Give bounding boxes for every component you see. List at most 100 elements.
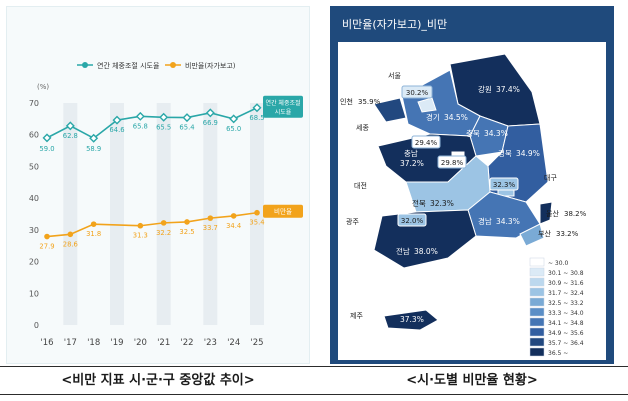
region-value-label: 29.8% bbox=[441, 159, 464, 167]
legend-label-5: 33.3 ~ 34.0 bbox=[548, 310, 584, 317]
legend-swatch-2 bbox=[529, 277, 545, 287]
series-line-0 bbox=[46, 107, 258, 140]
data-label: 64.6 bbox=[109, 126, 124, 134]
series-point bbox=[207, 215, 214, 221]
region-value-label: 35.9% bbox=[358, 98, 381, 106]
legend-swatch-8 bbox=[529, 337, 545, 347]
data-label: 33.7 bbox=[203, 224, 218, 232]
series-point bbox=[89, 133, 99, 143]
region-name-label: 충남 bbox=[404, 149, 418, 158]
map-title: 비만율(자가보고)_비만 bbox=[342, 18, 447, 31]
x-tick-label: '16 bbox=[40, 338, 53, 348]
region-value-box bbox=[397, 213, 427, 227]
series-point bbox=[135, 111, 145, 121]
data-label: 35.4 bbox=[249, 219, 264, 227]
series-point bbox=[252, 103, 262, 113]
legend-swatch-6 bbox=[529, 317, 545, 327]
end-label-text-0: 시도율 bbox=[275, 109, 292, 116]
region-부산 bbox=[519, 223, 545, 247]
region-울산 bbox=[539, 201, 553, 225]
region-value-label: 33.2% bbox=[556, 230, 579, 238]
region-name-label: 인천 bbox=[340, 97, 353, 106]
region-value-label: 30.2% bbox=[406, 89, 429, 97]
region-value-box bbox=[401, 85, 433, 99]
region-name-label: 울산 bbox=[546, 209, 559, 218]
legend-label-7: 34.9 ~ 35.6 bbox=[548, 330, 584, 337]
region-value-label: 37.2% bbox=[400, 159, 424, 168]
region-서울 bbox=[417, 97, 437, 113]
data-label: 66.9 bbox=[203, 119, 218, 127]
end-label-text-0: 연간 체중조절 bbox=[265, 99, 300, 107]
region-name-label: 전남 bbox=[396, 246, 410, 256]
y-tick-label: 50 bbox=[29, 162, 39, 171]
legend-label-3: 31.7 ~ 32.4 bbox=[548, 290, 584, 297]
map-panel: 비만율(자가보고)_비만 서울 30.2% 인천 35.9% 강원 37.4% 경기 34.5%… bbox=[330, 6, 614, 364]
series-point bbox=[42, 133, 52, 143]
region-value-box bbox=[437, 155, 467, 169]
y-tick-label: 0 bbox=[34, 321, 39, 330]
region-name-label: 광주 bbox=[346, 218, 359, 226]
data-label: 68.5 bbox=[249, 114, 264, 122]
data-label: 31.8 bbox=[86, 230, 101, 238]
y-tick-label: 40 bbox=[29, 194, 39, 203]
caption-bottom-rule bbox=[0, 394, 628, 395]
trend-line-chart: (%) 0 10 20 30 40 50 60 70 '16 '17 '18 '19 '20 '21 '22 '… bbox=[29, 61, 303, 348]
region-value-label: 34.3% bbox=[484, 129, 508, 138]
legend-label-4: 32.5 ~ 33.2 bbox=[548, 300, 584, 307]
region-name-label: 제주 bbox=[350, 312, 363, 320]
legend-swatch-3 bbox=[529, 287, 545, 297]
region-value-box bbox=[489, 177, 519, 191]
region-name-label: 전북 bbox=[412, 198, 426, 208]
x-tick-label: '21 bbox=[157, 338, 170, 348]
legend-label-8: 35.7 ~ 36.4 bbox=[548, 340, 584, 347]
legend-marker-0 bbox=[82, 62, 88, 68]
legend-swatch-1 bbox=[529, 267, 545, 277]
shaded-column-5 bbox=[156, 103, 171, 325]
x-tick-label: '24 bbox=[227, 338, 240, 348]
data-label: 59.0 bbox=[39, 145, 54, 153]
data-label: 65.0 bbox=[226, 125, 241, 133]
y-tick-label: 60 bbox=[29, 131, 39, 140]
series-point bbox=[90, 221, 97, 227]
series-point bbox=[205, 108, 215, 118]
shaded-column-3 bbox=[110, 103, 124, 325]
data-label: 58.9 bbox=[86, 145, 101, 153]
y-tick-label: 10 bbox=[29, 289, 39, 298]
region-value-label: 32.3% bbox=[430, 199, 454, 208]
series-point bbox=[184, 219, 190, 225]
series-point bbox=[67, 231, 74, 238]
legend-label-9: 36.5 ~ bbox=[548, 350, 568, 357]
region-value-label: 32.3% bbox=[493, 181, 516, 189]
data-label: 62.8 bbox=[63, 132, 78, 140]
region-name-label: 경기 bbox=[426, 112, 440, 122]
y-tick-label: 30 bbox=[29, 226, 39, 235]
region-value-label: 29.4% bbox=[415, 139, 438, 147]
data-label: 27.9 bbox=[39, 243, 54, 251]
y-tick-label: 70 bbox=[29, 99, 39, 108]
data-label: 65.4 bbox=[179, 124, 194, 132]
series-point bbox=[230, 213, 237, 219]
series-point bbox=[137, 222, 144, 229]
end-label-box-0 bbox=[263, 95, 303, 118]
region-value-label: 37.3% bbox=[400, 315, 424, 324]
x-tick-label: '22 bbox=[180, 338, 193, 348]
data-label: 65.5 bbox=[156, 123, 171, 131]
region-value-label: 38.2% bbox=[564, 210, 587, 218]
region-name-label: 서울 bbox=[388, 71, 401, 80]
right-caption: <시·도별 비만율 현황> bbox=[406, 373, 538, 388]
region-value-label: 34.3% bbox=[496, 217, 520, 226]
legend-swatch-0 bbox=[529, 257, 545, 267]
region-value-label: 32.0% bbox=[401, 217, 424, 225]
data-label: 31.3 bbox=[133, 232, 148, 240]
data-label: 32.5 bbox=[179, 228, 194, 236]
region-name-label: 대구 bbox=[544, 174, 557, 182]
series-point bbox=[182, 113, 192, 123]
region-name-label: 부산 bbox=[538, 229, 551, 238]
series-point bbox=[159, 112, 169, 122]
x-tick-label: '17 bbox=[64, 338, 77, 348]
legend-label-1: 비만율(자가보고) bbox=[185, 61, 236, 70]
region-name-label: 충북 bbox=[466, 129, 480, 138]
legend-label-1: 30.1 ~ 30.8 bbox=[548, 270, 584, 277]
legend-swatch-5 bbox=[529, 307, 545, 317]
shaded-column-7 bbox=[203, 103, 218, 325]
